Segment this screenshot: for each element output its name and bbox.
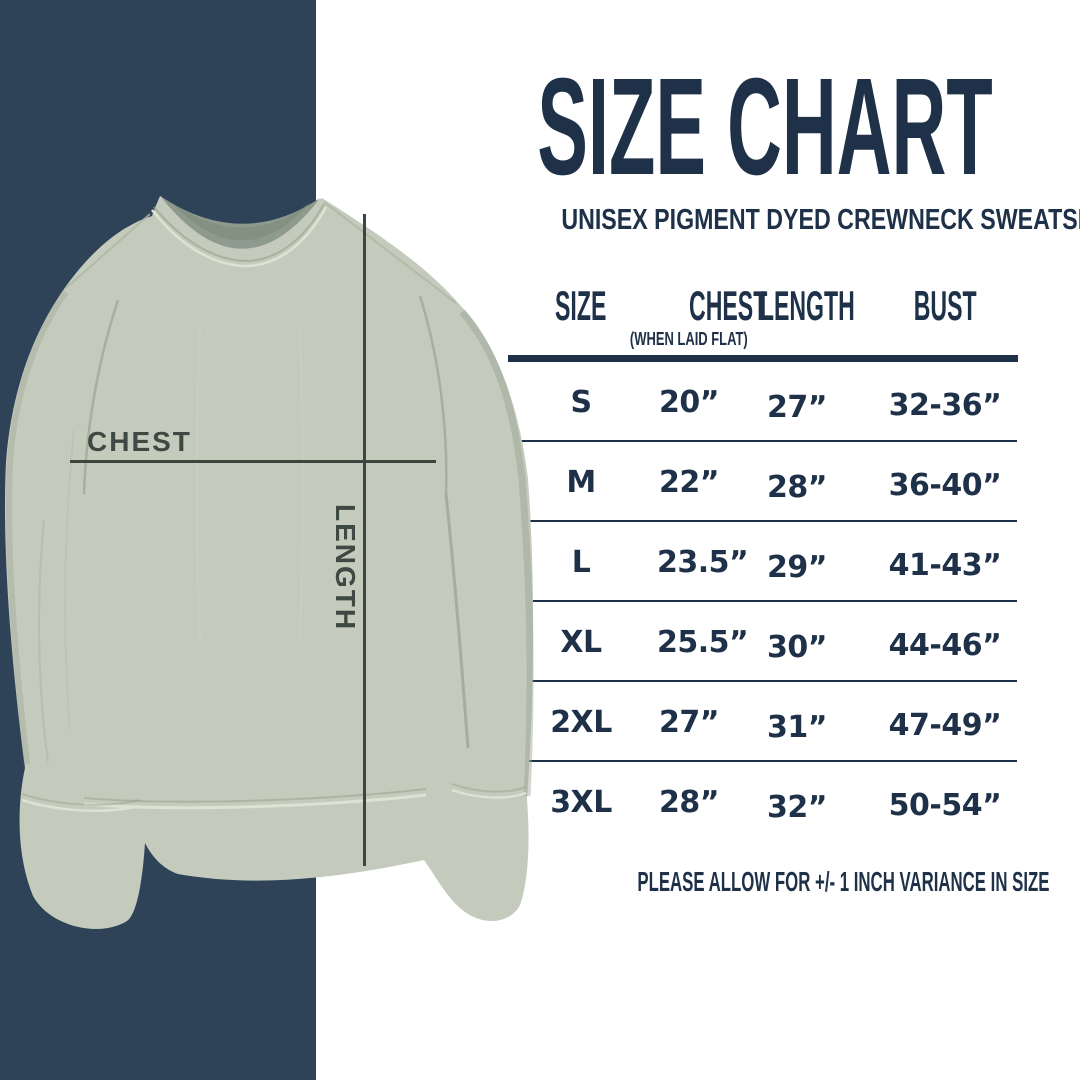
col-header-chest: CHEST [689, 282, 768, 329]
chest-measure-label: CHEST [87, 426, 192, 457]
length-measure-line [363, 214, 366, 866]
page-subtitle: UNISEX PIGMENT DYED CREWNECK SWEATSHIRT [490, 206, 1080, 235]
page-subtitle-text: UNISEX PIGMENT DYED CREWNECK SWEATSHIRT [561, 204, 1080, 236]
chest-measure-line [70, 460, 436, 463]
table-row-xl: XL 25.5” 30” 44-46” [505, 602, 1017, 682]
page-title-text: SIZE CHART [537, 50, 993, 204]
length-measure-label: LENGTH [330, 504, 361, 632]
table-row-s: S 20” 27” 32-36” [505, 362, 1017, 442]
table-row-m: M 22” 28” 36-40” [505, 442, 1017, 522]
header-divider-rule [508, 355, 1018, 362]
col-header-bust: BUST [913, 282, 977, 329]
col-header-length: LENGTH [759, 282, 855, 329]
variance-footnote: PLEASE ALLOW FOR +/- 1 INCH VARIANCE IN … [637, 866, 1050, 897]
col-header-size: SIZE [555, 282, 607, 329]
chest-column-subnote: (WHEN LAID FLAT) [630, 329, 748, 349]
table-body: S 20” 27” 32-36” M 22” 28” 36-40” L 23.5… [505, 362, 1017, 842]
table-row-l: L 23.5” 29” 41-43” [505, 522, 1017, 602]
table-row-3xl: 3XL 28” 32” 50-54” [550, 784, 1002, 825]
table-header-row: SIZE CHEST LENGTH BUST [505, 285, 1017, 327]
page-title: SIZE CHART [490, 58, 1040, 196]
table-row-2xl: 2XL 27” 31” 47-49” [505, 682, 1017, 762]
